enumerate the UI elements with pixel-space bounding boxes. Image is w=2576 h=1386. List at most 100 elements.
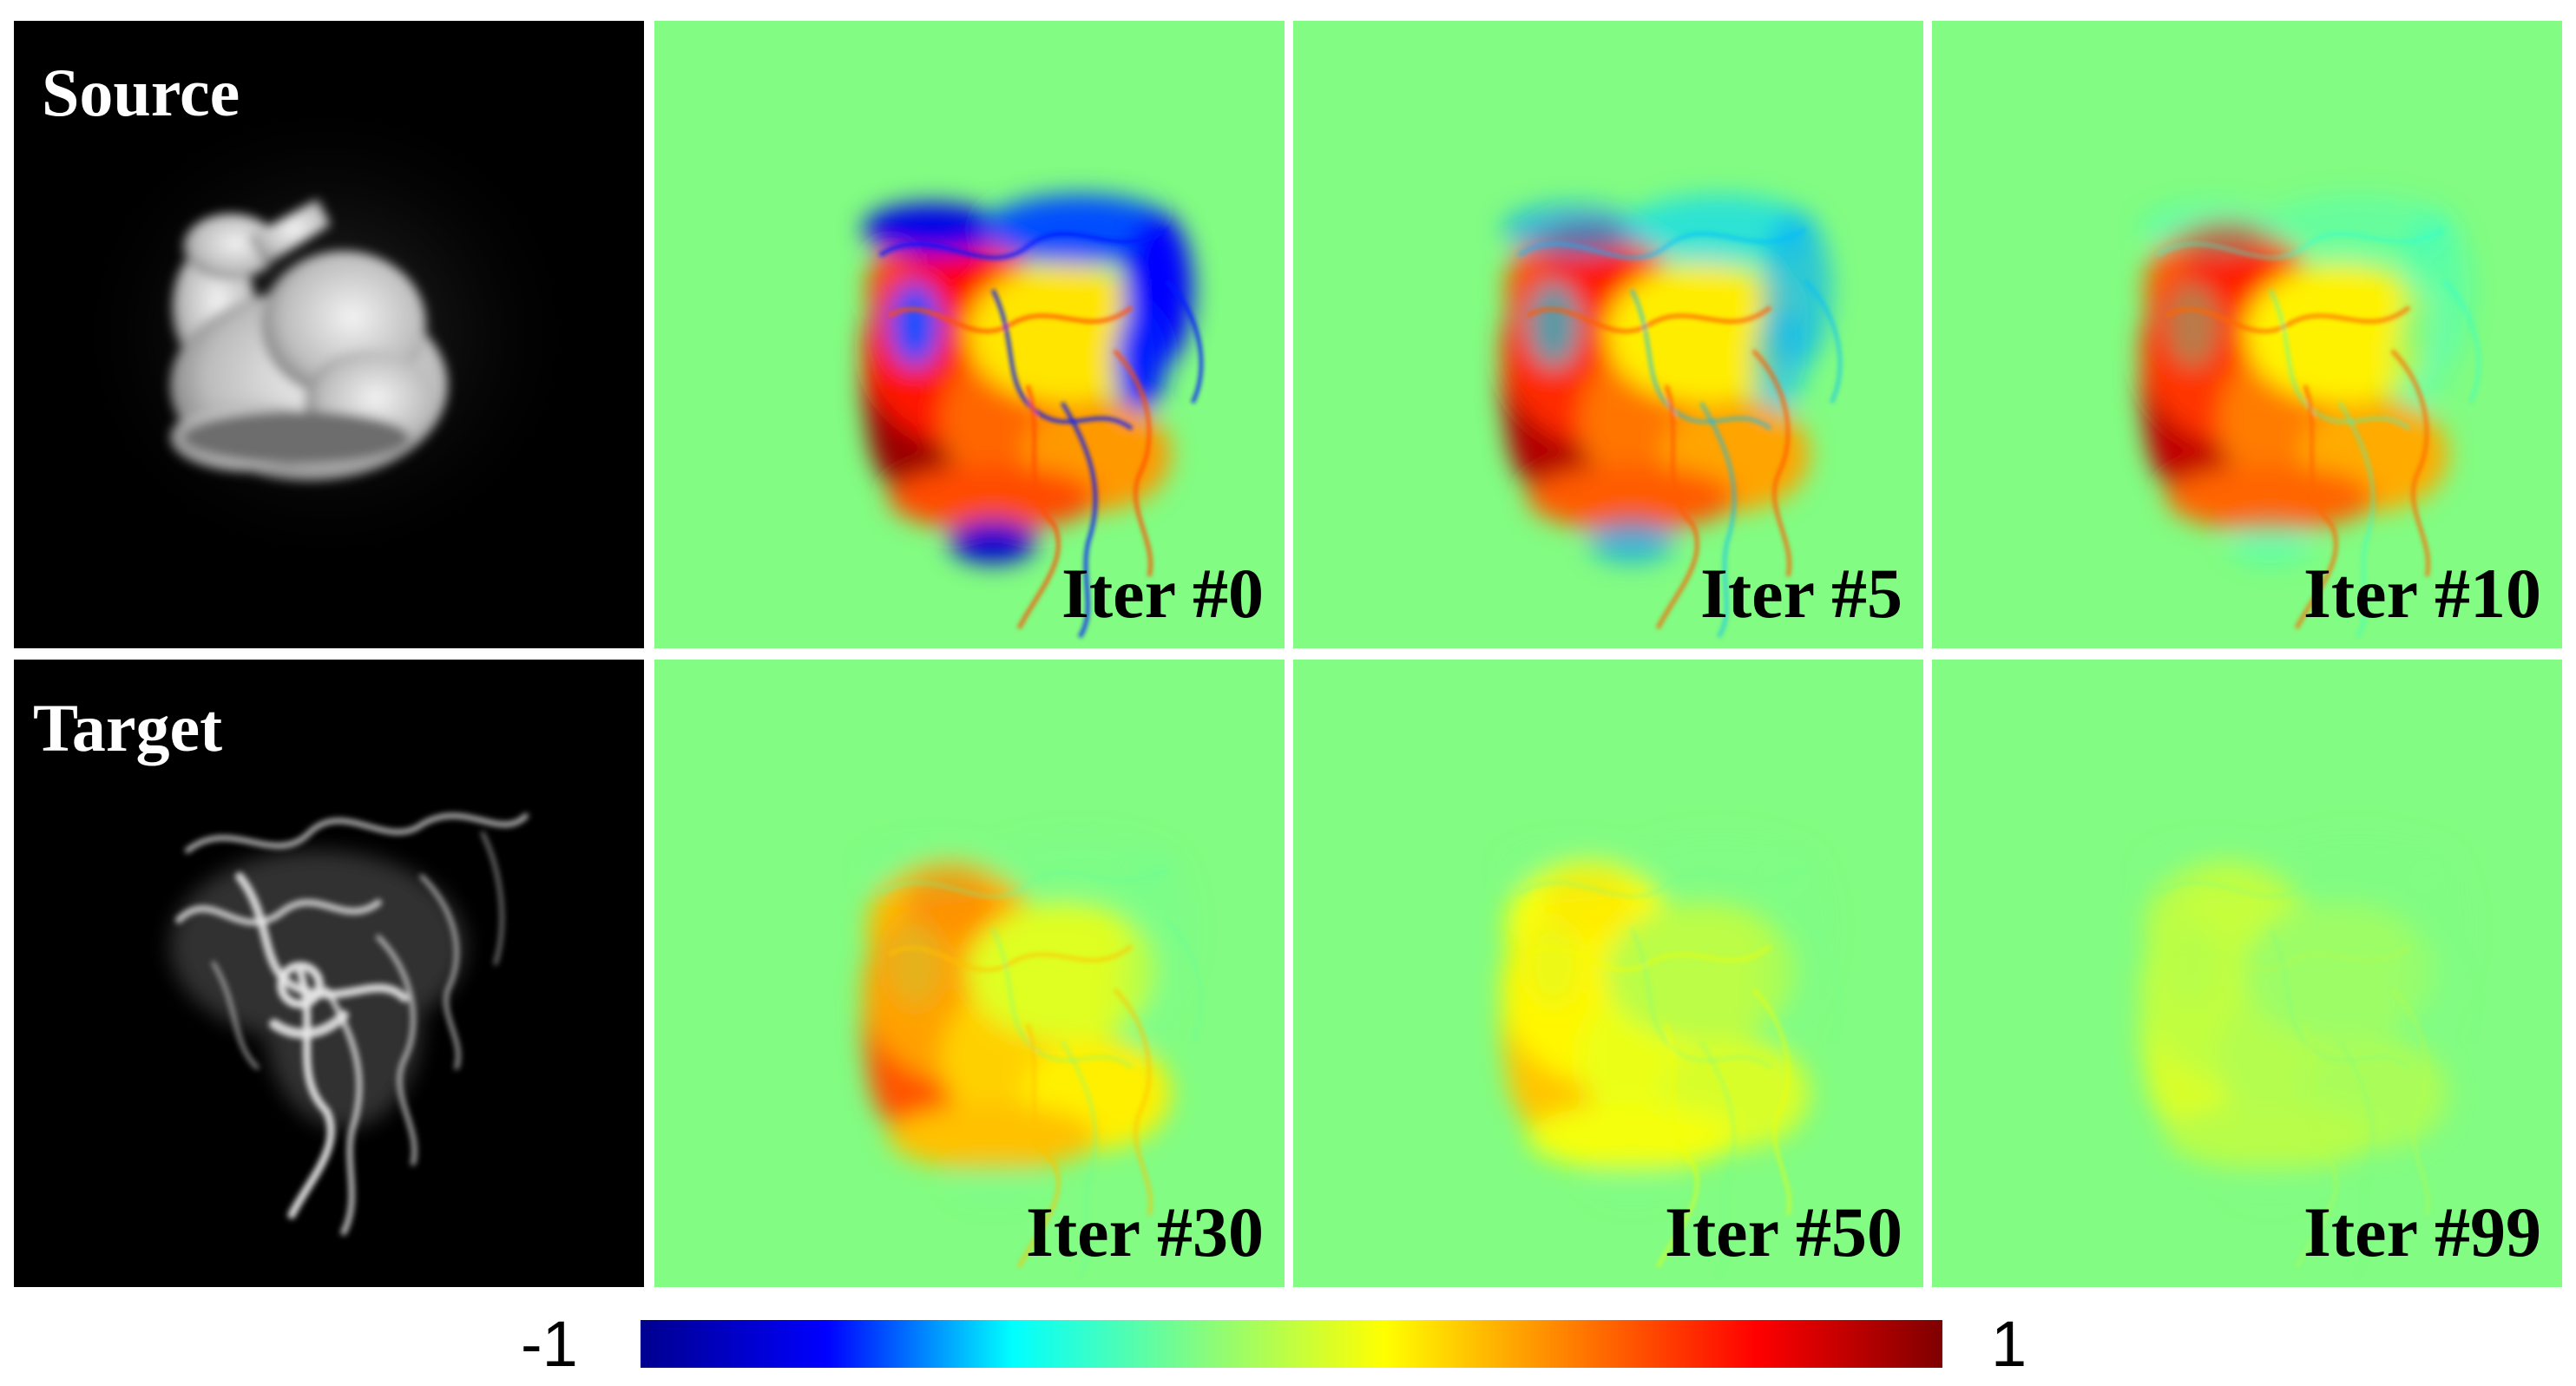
negative-blob (2140, 842, 2279, 894)
detail-streak (1804, 279, 1843, 404)
detail-streak (1165, 279, 1204, 404)
source-panel: Source (14, 21, 644, 648)
heatmap-panel-iter-0: Iter #0 (654, 21, 1285, 648)
negative-blob (1623, 194, 1814, 264)
iteration-label: Iter #10 (2303, 554, 2541, 633)
detail-streak (2268, 288, 2411, 431)
heatmap-panel-iter-10: Iter #10 (1932, 21, 2562, 648)
heatmap-image (863, 194, 1204, 639)
detail-streak (1699, 1040, 1737, 1278)
heatmap-streaks (1517, 865, 1843, 1278)
heatmap-blobs (863, 194, 1193, 563)
detail-streak (1113, 349, 1153, 577)
negative-blob (2392, 946, 2444, 1050)
smoke-target-image (170, 813, 529, 1236)
colorbar (641, 1320, 1942, 1368)
negative-blob (2166, 281, 2218, 368)
negative-blob (950, 520, 1036, 563)
negative-blob (2262, 194, 2453, 264)
negative-blob (2227, 1159, 2314, 1202)
detail-streak (1629, 927, 1772, 1070)
target-panel: Target (14, 660, 644, 1287)
iteration-label: Iter #50 (1664, 1192, 1902, 1271)
heatmap-image (1502, 833, 1843, 1278)
heatmap-streaks (878, 227, 1204, 639)
detail-streak (990, 927, 1134, 1070)
negative-blob (2227, 520, 2314, 563)
negative-blob (1502, 203, 1640, 255)
detail-streak (2390, 349, 2431, 577)
heatmap-blobs (863, 833, 1193, 1202)
heatmap-panel-iter-30: Iter #30 (654, 660, 1285, 1287)
negative-blob (863, 203, 1002, 255)
detail-streak (1016, 384, 1061, 630)
iteration-label: Iter #0 (1061, 554, 1264, 633)
heatmap-image (1502, 194, 1843, 639)
heatmap-panel-iter-50: Iter #50 (1293, 660, 1923, 1287)
heatmap-streaks (878, 865, 1204, 1278)
detail-streak (878, 227, 1168, 260)
source-label: Source (42, 55, 240, 130)
detail-streak (1655, 384, 1699, 630)
heatmap-image (2140, 194, 2481, 639)
detail-streak (2165, 944, 2411, 973)
detail-streak (887, 944, 1134, 973)
negative-blob (984, 833, 1175, 903)
detail-streak (2442, 918, 2481, 1043)
negative-blob (863, 842, 1002, 894)
heatmap-panel-iter-5: Iter #5 (1293, 21, 1923, 648)
negative-blob (1753, 946, 1805, 1050)
detail-streak (2442, 279, 2481, 404)
detail-streak (1113, 988, 1153, 1216)
negative-blob (2140, 203, 2279, 255)
detail-streak (2390, 988, 2431, 1216)
heatmap-streaks (1517, 227, 1843, 639)
detail-streak (1629, 288, 1772, 431)
detail-streak (1699, 401, 1737, 639)
detail-streak (1060, 1040, 1098, 1278)
negative-blob (889, 920, 941, 1007)
detail-streak (1751, 349, 1792, 577)
negative-blob (1528, 281, 1580, 368)
heatmap-streaks (2156, 865, 2481, 1278)
colorbar-min-label: -1 (521, 1308, 578, 1380)
negative-blob (984, 194, 1175, 264)
detail-streak (2165, 305, 2411, 334)
detail-streak (1655, 1023, 1699, 1269)
negative-blob (1753, 307, 1805, 411)
detail-streak (1016, 1023, 1061, 1269)
detail-streak (1517, 227, 1807, 260)
negative-blob (1588, 520, 1675, 563)
detail-streak (878, 865, 1168, 899)
iteration-label: Iter #30 (1025, 1192, 1264, 1271)
heatmap-panel-iter-99: Iter #99 (1932, 660, 2562, 1287)
detail-streak (2268, 927, 2411, 1070)
detail-streak (2294, 1023, 2338, 1269)
detail-streak (1526, 944, 1772, 973)
bunny-source-image (66, 90, 587, 576)
detail-streak (990, 288, 1134, 431)
detail-streak (1165, 918, 1204, 1043)
heatmap-blobs (1502, 194, 1831, 563)
detail-streak (2156, 227, 2446, 260)
detail-streak (1751, 988, 1792, 1216)
detail-streak (1060, 401, 1098, 639)
negative-blob (1623, 833, 1814, 903)
heatmap-blobs (1502, 833, 1831, 1202)
detail-streak (1526, 305, 1772, 334)
iteration-label: Iter #5 (1699, 554, 1902, 633)
negative-blob (2166, 920, 2218, 1007)
negative-blob (1114, 307, 1166, 411)
negative-blob (2392, 307, 2444, 411)
detail-streak (2156, 865, 2446, 899)
heatmap-streaks (2156, 227, 2481, 639)
detail-streak (887, 305, 1134, 334)
heatmap-blobs (2140, 833, 2470, 1202)
target-label: Target (33, 690, 223, 765)
detail-streak (2337, 401, 2376, 639)
negative-blob (950, 1159, 1036, 1202)
heatmap-image (863, 833, 1204, 1278)
detail-streak (1517, 865, 1807, 899)
detail-streak (2337, 1040, 2376, 1278)
negative-blob (1502, 842, 1640, 894)
